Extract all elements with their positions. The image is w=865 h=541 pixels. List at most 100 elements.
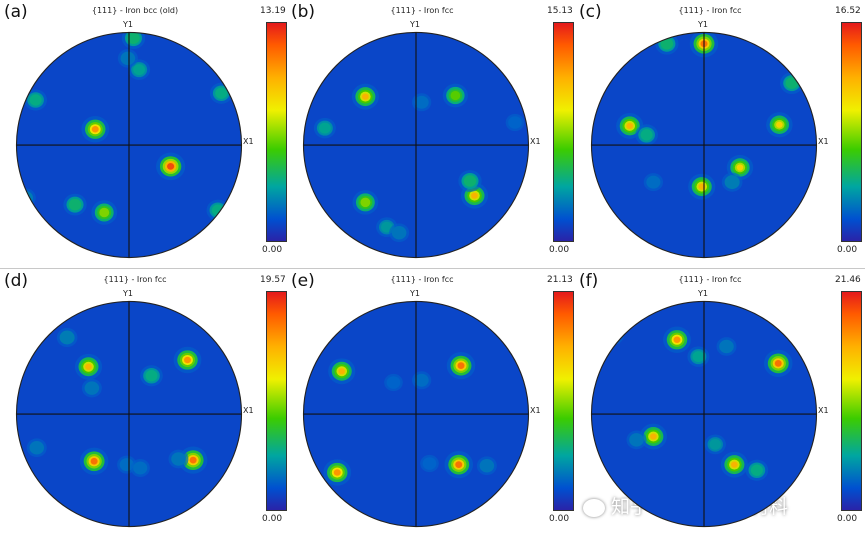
intensity-spot bbox=[639, 423, 667, 450]
colorbar-min-label: 0.00 bbox=[262, 245, 283, 255]
intensity-spot bbox=[716, 337, 737, 356]
y-axis-label: Y1 bbox=[123, 20, 133, 29]
intensity-spot bbox=[720, 451, 748, 478]
colorbar-gradient bbox=[841, 291, 862, 511]
panel-label: (c) bbox=[579, 2, 602, 22]
intensity-spot bbox=[687, 346, 710, 367]
y-axis-label: Y1 bbox=[410, 20, 420, 29]
pole-figure bbox=[590, 31, 818, 259]
panel-title: {111} - Iron fcc bbox=[103, 275, 167, 284]
panel-f: (f) {111} - Iron fcc Y1 X1 21.46 0.00 bbox=[575, 269, 863, 539]
intensity-spot bbox=[663, 326, 691, 354]
intensity-spot bbox=[117, 49, 138, 68]
intensity-spot bbox=[323, 459, 352, 486]
intensity-spot bbox=[688, 173, 716, 200]
x-axis-label: X1 bbox=[818, 137, 829, 146]
intensity-spot bbox=[616, 112, 644, 139]
intensity-spot bbox=[458, 170, 482, 192]
pole-figure bbox=[302, 31, 530, 259]
intensity-spot bbox=[328, 358, 356, 385]
intensity-spot bbox=[156, 152, 186, 181]
intensity-spot bbox=[16, 188, 36, 208]
colorbar: 13.19 0.00 bbox=[260, 6, 288, 255]
intensity-spot bbox=[63, 193, 87, 216]
x-axis-label: X1 bbox=[243, 137, 254, 146]
intensity-spot bbox=[476, 456, 497, 476]
intensity-spot bbox=[444, 451, 474, 479]
panel-title: {111} - Iron fcc bbox=[678, 6, 742, 15]
pole-figure bbox=[15, 300, 243, 528]
colorbar: 21.13 0.00 bbox=[547, 275, 575, 524]
y-axis-label: Y1 bbox=[698, 289, 708, 298]
intensity-spot bbox=[704, 434, 726, 455]
row-separator bbox=[0, 268, 865, 269]
colorbar-min-label: 0.00 bbox=[549, 514, 570, 524]
y-axis-label: Y1 bbox=[410, 289, 420, 298]
panel-a: (a) {111} - Iron bcc (old) Y1 X1 13.19 0.00 bbox=[0, 0, 288, 270]
pole-figure bbox=[302, 300, 530, 528]
intensity-spot bbox=[140, 365, 163, 387]
y-axis-label: Y1 bbox=[123, 289, 133, 298]
panel-title: {111} - Iron fcc bbox=[678, 275, 742, 284]
intensity-spot bbox=[763, 349, 793, 377]
intensity-spot bbox=[173, 346, 202, 374]
intensity-spot bbox=[121, 32, 146, 50]
colorbar-gradient bbox=[553, 291, 574, 511]
panel-label: (e) bbox=[291, 271, 315, 291]
panel-e: (e) {111} - Iron fcc Y1 X1 21.13 0.00 bbox=[287, 269, 575, 539]
panel-label: (b) bbox=[291, 2, 316, 22]
intensity-spot bbox=[351, 83, 379, 110]
panel-label: (a) bbox=[4, 2, 28, 22]
panel-title: {111} - Iron fcc bbox=[390, 6, 454, 15]
colorbar-min-label: 0.00 bbox=[837, 514, 858, 524]
intensity-spot bbox=[643, 173, 664, 192]
intensity-spot bbox=[411, 93, 432, 112]
x-axis-label: X1 bbox=[818, 406, 829, 415]
intensity-spot bbox=[79, 447, 109, 475]
intensity-spot bbox=[24, 89, 47, 111]
intensity-spot bbox=[635, 124, 658, 146]
panel-title: {111} - Iron fcc bbox=[390, 275, 454, 284]
intensity-spot bbox=[168, 449, 189, 469]
intensity-spot bbox=[505, 113, 525, 132]
intensity-spot bbox=[81, 115, 110, 143]
colorbar: 21.46 0.00 bbox=[835, 275, 863, 524]
intensity-spot bbox=[130, 459, 150, 477]
intensity-spot bbox=[56, 327, 78, 348]
intensity-spot bbox=[446, 352, 476, 380]
intensity-spot bbox=[389, 223, 410, 243]
intensity-spot bbox=[26, 438, 47, 458]
intensity-spot bbox=[761, 237, 782, 257]
pole-figure bbox=[15, 31, 243, 259]
colorbar-min-label: 0.00 bbox=[262, 514, 283, 524]
panel-label: (f) bbox=[579, 271, 599, 291]
panel-d: (d) {111} - Iron fcc Y1 X1 19.57 0.00 bbox=[0, 269, 288, 539]
panel-b: (b) {111} - Iron fcc Y1 X1 15.13 0.00 bbox=[287, 0, 575, 270]
intensity-spot bbox=[626, 430, 647, 450]
intensity-spot bbox=[74, 353, 103, 380]
x-axis-label: X1 bbox=[530, 137, 541, 146]
colorbar-max-label: 16.52 bbox=[835, 6, 861, 16]
intensity-spot bbox=[411, 371, 432, 390]
colorbar-max-label: 21.46 bbox=[835, 275, 861, 285]
intensity-spot bbox=[721, 172, 743, 192]
colorbar-max-label: 21.13 bbox=[547, 275, 573, 285]
y-axis-label: Y1 bbox=[698, 20, 708, 29]
intensity-spot bbox=[229, 76, 242, 97]
intensity-spot bbox=[745, 459, 769, 481]
intensity-spot bbox=[603, 325, 625, 345]
colorbar-max-label: 15.13 bbox=[547, 6, 573, 16]
intensity-spot bbox=[384, 373, 403, 392]
colorbar-gradient bbox=[841, 22, 862, 242]
panel-title: {111} - Iron bcc (old) bbox=[91, 6, 179, 15]
colorbar-gradient bbox=[266, 22, 287, 242]
panel-label: (d) bbox=[4, 271, 29, 291]
colorbar: 15.13 0.00 bbox=[547, 6, 575, 255]
colorbar: 19.57 0.00 bbox=[260, 275, 288, 524]
intensity-spot bbox=[352, 190, 379, 215]
intensity-spot bbox=[420, 454, 439, 473]
intensity-spot bbox=[81, 378, 102, 398]
wechat-icon bbox=[583, 498, 605, 517]
colorbar-gradient bbox=[266, 291, 287, 511]
